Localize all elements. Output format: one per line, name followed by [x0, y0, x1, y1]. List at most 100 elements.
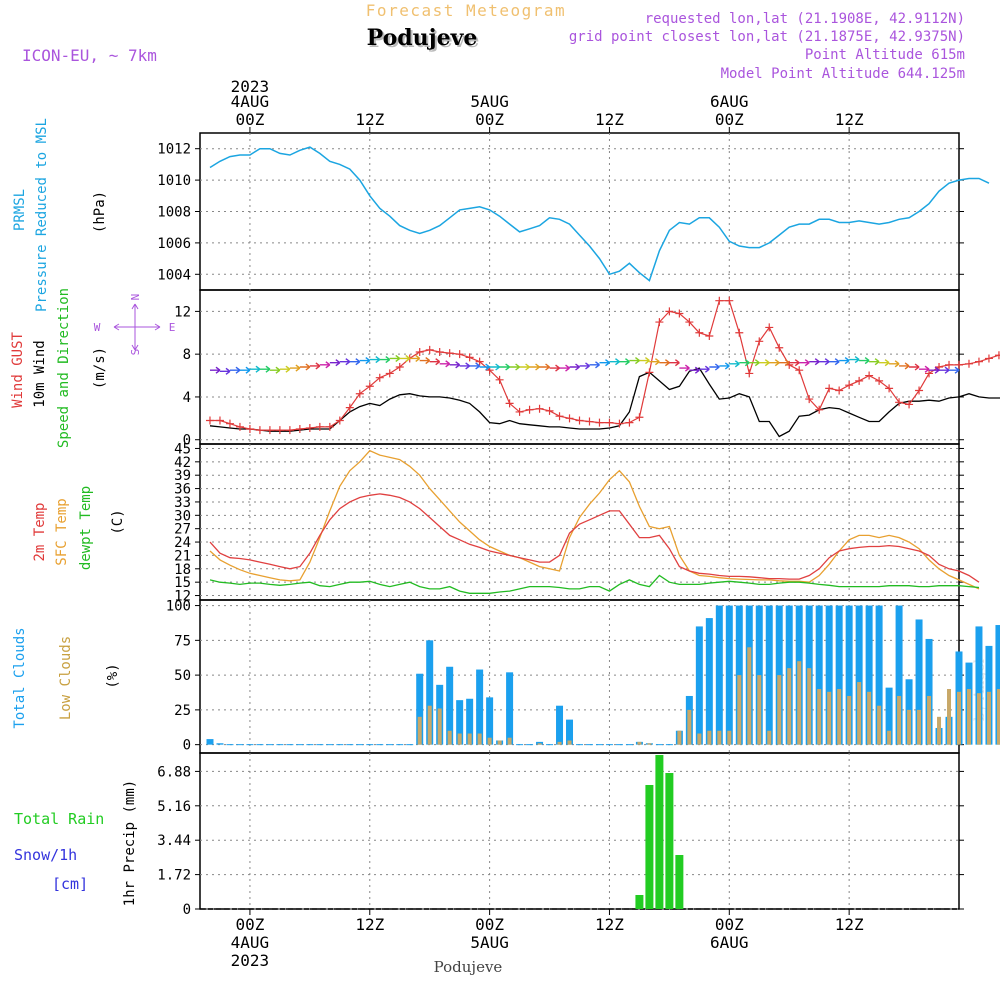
wind-arrow-icon [849, 355, 860, 364]
y-tick-label: 6.88 [157, 764, 191, 780]
gust-marker [645, 368, 654, 377]
y-tick-label: 36 [174, 482, 191, 498]
wind-arrow-icon [789, 359, 800, 367]
cloud-labels: Total Clouds Low Clouds (%) [12, 627, 121, 728]
gust-marker [295, 425, 304, 434]
wind-arrow-icon [769, 359, 780, 367]
location-title: Podujeve [367, 25, 478, 51]
wind-unit: (m/s) [92, 347, 108, 389]
low-cloud-bar [647, 743, 652, 745]
compass-east: E [169, 321, 176, 334]
wind-arrow-icon [809, 358, 820, 366]
bottom-time-label: 4AUG [231, 933, 270, 952]
wind-arrow-icon [219, 367, 231, 375]
wind-arrow-icon [749, 359, 760, 367]
gust-marker [865, 371, 874, 380]
total-cloud-bar [446, 666, 454, 745]
wind-arrow-icon [629, 357, 640, 365]
grid-lines [200, 133, 959, 910]
gust-marker [375, 373, 384, 382]
low-cloud-bar [687, 709, 692, 745]
dewpt-line [209, 574, 980, 594]
bottom-time-label: 00Z [475, 915, 504, 934]
y-tick-label: 1008 [157, 205, 191, 221]
total-cloud-bar [466, 698, 474, 745]
low-cloud-bar [947, 689, 952, 745]
wind-arrow-icon [299, 363, 311, 371]
wind-arrow-icon [939, 366, 950, 374]
wind-arrow-icon [229, 366, 241, 374]
location-title-shadow: Podujeve [369, 27, 480, 53]
wind-arrow-icon [399, 354, 411, 363]
low-cloud-bar [697, 733, 702, 745]
top-time-label: 00Z [235, 110, 264, 129]
wind-arrow-icon [609, 358, 620, 366]
wind-arrow-icon [649, 358, 660, 366]
point-altitude: Point Altitude 615m [805, 47, 965, 63]
low-cloud-bar [557, 741, 562, 745]
wind-arrow-icon [719, 362, 730, 370]
product-title: Forecast Meteogram [366, 1, 566, 20]
wind-arrow-icon [819, 358, 830, 366]
rain-bar [655, 755, 664, 909]
gust-marker [225, 419, 234, 428]
top-time-label: 6AUG [710, 92, 749, 111]
gust-marker [715, 296, 724, 305]
y-tick-label: 50 [174, 668, 191, 684]
gust-marker [435, 348, 444, 357]
wind-arrow-icon [249, 365, 261, 373]
low-cloud-bar [966, 689, 971, 745]
wind-arrow-icon [659, 359, 670, 367]
compass-south: S [129, 349, 142, 356]
total-cloud-bar [456, 700, 464, 745]
y-tick-label: 30 [174, 508, 191, 524]
low-cloud-bar [807, 668, 812, 745]
low-cloud-bar [537, 743, 542, 745]
low-cloud-bar [777, 675, 782, 745]
wind-arrow-icon [429, 358, 441, 366]
wind-arrow-icon [499, 363, 511, 371]
gust-marker [685, 318, 694, 327]
wind-arrow-icon [709, 363, 720, 371]
low-cloud-bar [637, 741, 642, 745]
y-tick-label: 1.72 [157, 868, 191, 884]
gust-marker [745, 369, 754, 378]
gust-marker [345, 403, 354, 412]
y-tick-label: 39 [174, 468, 191, 484]
low-cloud-bar [986, 691, 991, 745]
low-cloud-bar [757, 675, 762, 745]
total-cloud-bar [705, 618, 713, 745]
total-cloud-bar [975, 626, 983, 745]
low-cloud-bar [857, 682, 862, 745]
low-cloud-bar [787, 668, 792, 745]
total-cloud-label: Total Clouds [12, 627, 28, 728]
wind-arrow-icon [329, 359, 341, 367]
gust-marker [765, 323, 774, 332]
low-cloud-bar [737, 675, 742, 745]
prmsl-label: PRMSL [12, 189, 28, 231]
wind-arrow-icon [359, 357, 371, 365]
low-cloud-bar [467, 733, 472, 745]
model-altitude: Model Point Altitude 644.125m [721, 66, 965, 82]
gust-marker [465, 353, 474, 362]
top-time-label: 00Z [715, 110, 744, 129]
low-cloud-bar [847, 695, 852, 745]
wind-arrow-icon [419, 357, 431, 365]
gust-marker [365, 382, 374, 391]
wind-arrow-icon [899, 362, 910, 370]
low-cloud-bar [707, 730, 712, 745]
low-cloud-bar [837, 689, 842, 745]
total-cloud-bar [416, 673, 424, 745]
compass-west: W [94, 321, 101, 334]
y-axes: 1004100610081010101204812121518212427303… [157, 142, 964, 918]
low-cloud-bar [907, 709, 912, 745]
gust-marker [845, 381, 854, 390]
gust-marker [255, 426, 264, 435]
low-cloud-bar [867, 691, 872, 745]
gust-marker [385, 369, 394, 378]
wind-arrow-icon [559, 364, 570, 372]
wind-labels: Wind GUST 10m Wind Speed and Direction (… [10, 288, 175, 448]
low-cloud-bar [677, 730, 682, 745]
gust-marker [675, 309, 684, 318]
